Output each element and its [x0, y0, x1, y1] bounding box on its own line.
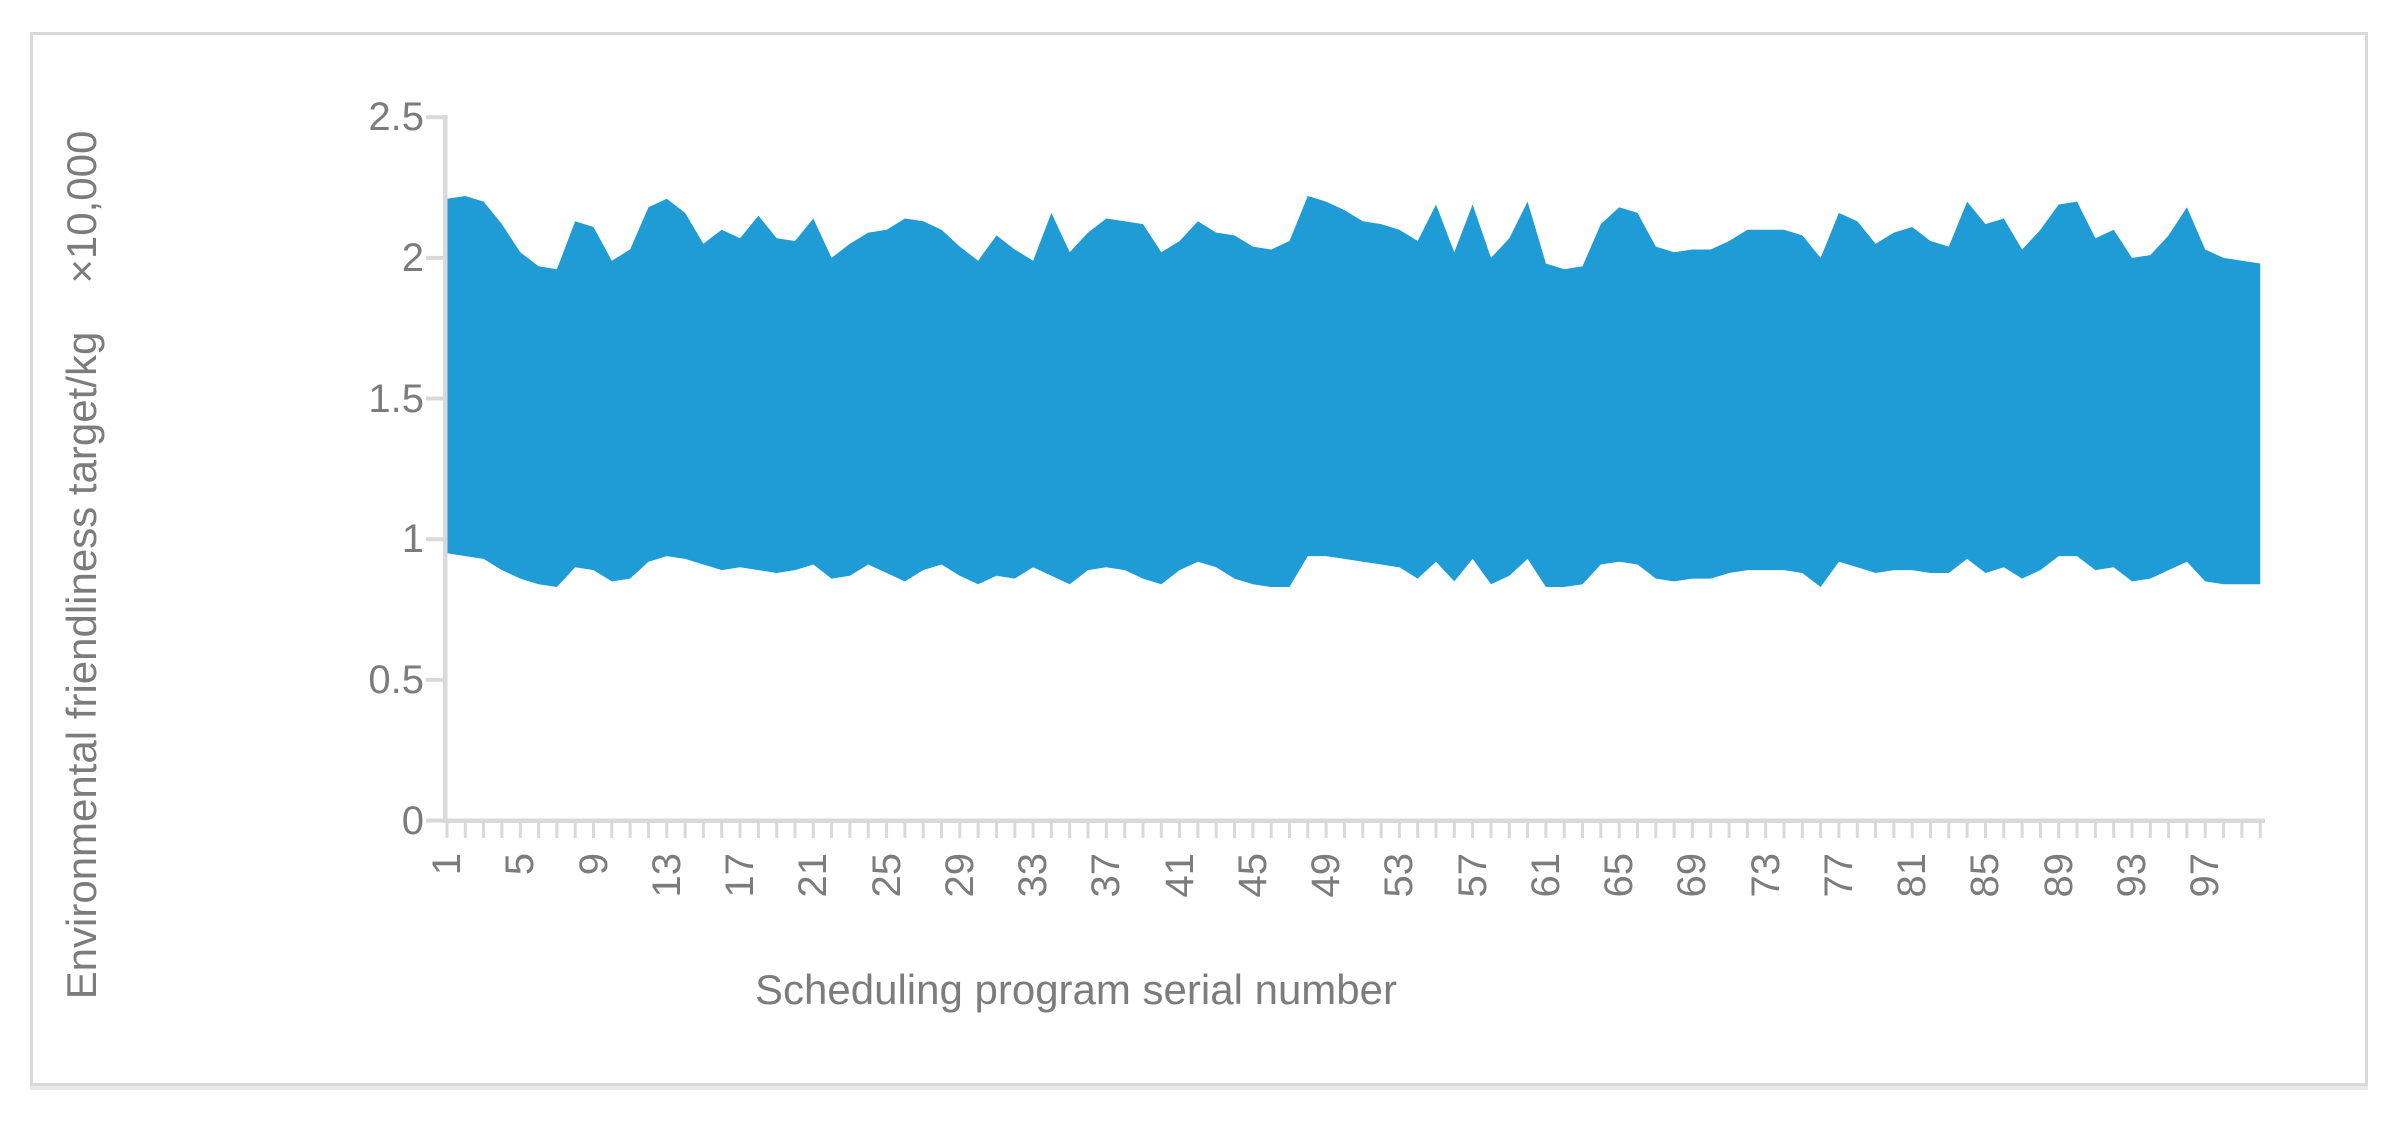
- y-tick-label: 2: [401, 236, 424, 280]
- x-tick-label: 93: [2110, 853, 2154, 898]
- band-area: [447, 196, 2261, 587]
- x-tick-label: 29: [938, 853, 982, 898]
- x-tick-label: 85: [1963, 853, 2007, 898]
- x-tick-label: 21: [791, 853, 835, 898]
- x-tick-label: 81: [1890, 853, 1934, 898]
- x-tick-label: 57: [1451, 853, 1495, 898]
- y-axis-title-text: Environmental friendliness target/kg: [58, 331, 105, 1000]
- y-tick-label: 1.5: [368, 377, 424, 421]
- y-tick-label: 0: [401, 799, 424, 843]
- y-axis-title: Environmental friendliness target/kg ×10…: [56, 15, 108, 1115]
- x-tick-label: 65: [1597, 853, 1641, 898]
- x-tick-label: 49: [1304, 853, 1348, 898]
- y-axis-display-unit: ×10,000: [58, 130, 105, 284]
- x-axis-line: [443, 818, 2265, 823]
- x-tick-label: 61: [1524, 853, 1568, 898]
- x-tick-label: 33: [1011, 853, 1055, 898]
- x-tick-label: 17: [718, 853, 762, 898]
- x-tick-label: 25: [865, 853, 909, 898]
- x-tick-label: 77: [1817, 853, 1861, 898]
- x-tick-label: 37: [1084, 853, 1128, 898]
- x-tick-label: 89: [2037, 853, 2081, 898]
- x-axis-ticks: [445, 822, 2262, 838]
- x-tick-label: 9: [572, 853, 616, 876]
- y-tick-label: 1: [401, 517, 424, 561]
- y-axis-ticks: [426, 115, 446, 823]
- x-tick-label: 13: [645, 853, 689, 898]
- x-tick-label: 45: [1231, 853, 1275, 898]
- x-tick-label: 41: [1158, 853, 1202, 898]
- y-axis-line: [443, 115, 448, 823]
- x-tick-label: 53: [1377, 853, 1421, 898]
- x-tick-label: 73: [1744, 853, 1788, 898]
- y-tick-label: 2.5: [368, 95, 424, 139]
- x-axis-title: Scheduling program serial number: [755, 966, 1397, 1013]
- x-tick-label: 69: [1670, 853, 1714, 898]
- x-tick-label: 97: [2183, 853, 2227, 898]
- y-tick-label: 0.5: [368, 658, 424, 702]
- x-tick-label: 5: [498, 853, 542, 876]
- x-tick-label: 1: [425, 853, 469, 876]
